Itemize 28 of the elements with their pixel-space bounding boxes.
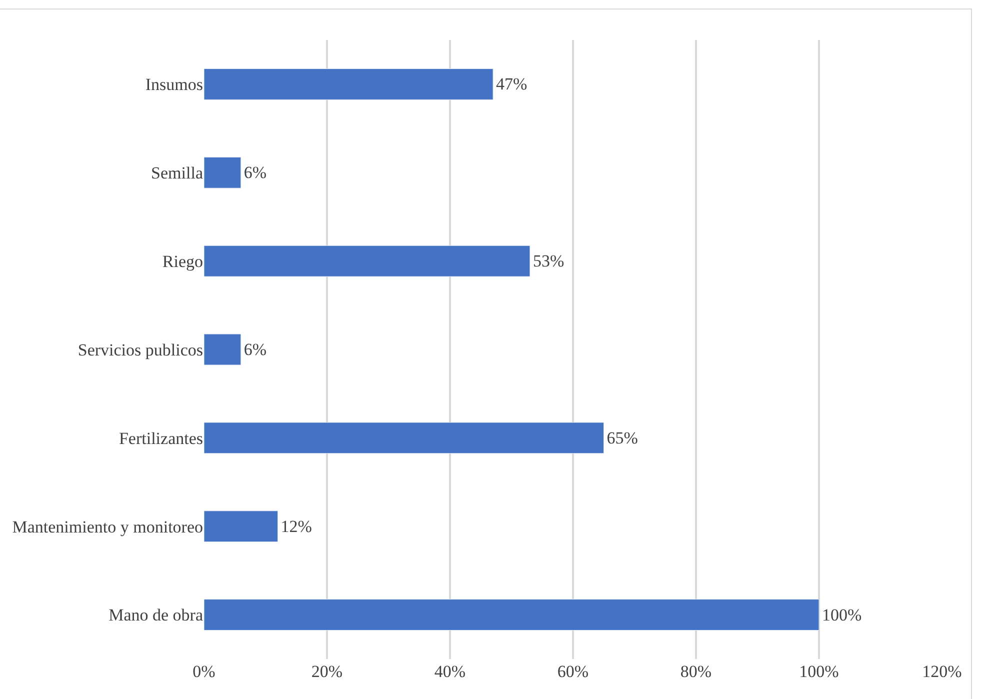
bar bbox=[204, 510, 278, 542]
x-tick-label: 0% bbox=[192, 662, 216, 681]
bar bbox=[204, 334, 242, 366]
y-tick-label: Fertilizantes bbox=[118, 428, 203, 448]
x-tick-label: 120% bbox=[922, 662, 962, 681]
data-label: 53% bbox=[532, 252, 564, 271]
bar bbox=[204, 422, 604, 454]
data-label: 6% bbox=[244, 340, 267, 360]
y-tick-label: Mano de obra bbox=[108, 606, 204, 625]
data-label: 12% bbox=[280, 516, 312, 536]
data-label: 6% bbox=[244, 163, 267, 182]
x-tick-label: 100% bbox=[799, 662, 839, 681]
data-label: 47% bbox=[496, 74, 528, 94]
x-tick-label: 40% bbox=[434, 662, 466, 681]
y-tick-label: Servicios publicos bbox=[78, 340, 203, 360]
data-label: 65% bbox=[606, 428, 638, 448]
bar bbox=[204, 599, 820, 631]
data-label: 100% bbox=[822, 605, 862, 624]
bar bbox=[204, 68, 494, 100]
y-tick-label: Semilla bbox=[151, 164, 204, 183]
bar bbox=[204, 156, 242, 188]
x-tick-label: 80% bbox=[680, 662, 712, 681]
y-tick-label: Mantenimiento y monitoreo bbox=[12, 517, 203, 536]
x-tick-label: 60% bbox=[557, 662, 589, 681]
y-tick-label: Insumos bbox=[145, 75, 203, 94]
y-tick-label: Riego bbox=[162, 252, 203, 272]
bar bbox=[204, 245, 530, 277]
x-tick-label: 20% bbox=[311, 662, 343, 681]
